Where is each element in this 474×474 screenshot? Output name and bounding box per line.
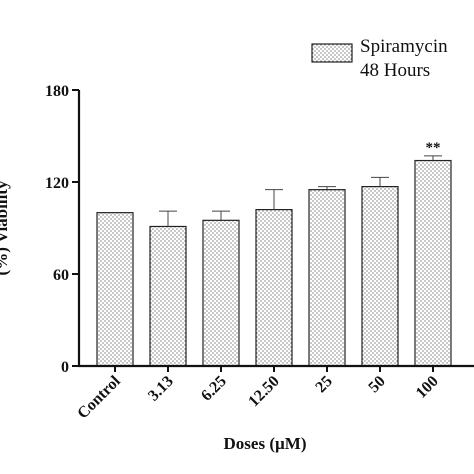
y-tick-label-3: 120: [45, 175, 69, 192]
y-tick-label-4: 180: [45, 83, 69, 100]
bar-7: [414, 159, 452, 367]
x-tick-label-3: 6.25: [198, 373, 230, 405]
x-tick-label-7: 100: [413, 373, 442, 402]
significance-label-1: **: [426, 140, 441, 156]
legend-label-line2: 48 Hours: [360, 60, 430, 81]
x-tick-label-5: 25: [312, 373, 335, 396]
bar-6: [361, 186, 399, 367]
y-tick-label-1: 0: [61, 359, 69, 376]
legend: Spiramycin 48 Hours: [311, 36, 448, 81]
y-tick-label-2: 60: [53, 267, 69, 284]
x-tick-label-6: 50: [365, 373, 388, 396]
x-tick-label-4: 12.50: [245, 373, 282, 410]
bar-4: [255, 209, 293, 367]
x-axis-title: Doses (µM): [224, 434, 307, 453]
bar-3: [202, 219, 240, 367]
bar-1: [96, 212, 134, 367]
bar-2: [149, 225, 187, 367]
x-tick-label-1: Control: [74, 372, 124, 422]
y-axis-title: (%) Viability: [0, 180, 11, 275]
legend-swatch: [311, 43, 353, 63]
x-tick-label-2: 3.13: [145, 373, 177, 405]
legend-label-line1: Spiramycin: [360, 36, 448, 57]
plot-area: Control 3.13 6.25 12.50 25 50 100 ** 0 60 120 180: [45, 83, 474, 422]
bar-5: [308, 189, 346, 367]
